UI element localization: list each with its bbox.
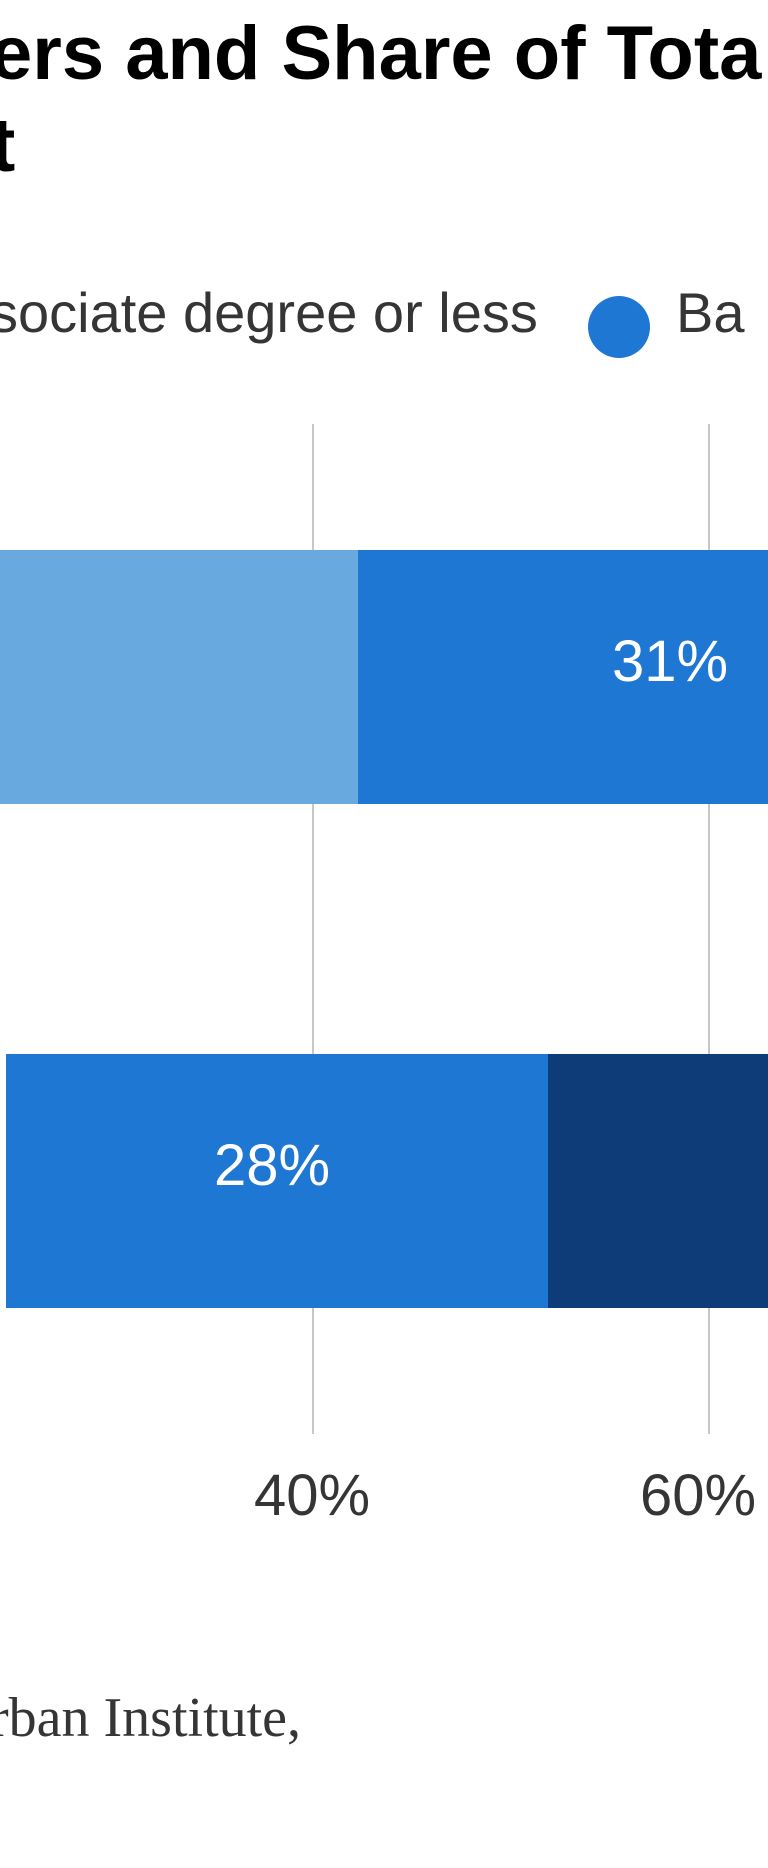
bar-row2-seg2 [548,1054,768,1308]
chart-viewport: ers and Share of Tota t sociate degree o… [0,0,768,1868]
legend-item-2-dot [588,296,650,358]
legend-item-1-label: sociate degree or less [0,280,538,345]
bar-row2-label: 28% [214,1132,330,1199]
chart-title-line2: t [0,102,15,189]
legend-item-2-label: Ba [676,280,745,345]
xaxis-tick-40: 40% [254,1462,370,1529]
bar-row1-label: 31% [612,628,728,695]
xaxis-tick-60: 60% [640,1462,756,1529]
bar-row1-seg1 [0,550,358,804]
chart-source: rban Institute, [0,1686,301,1750]
chart-title-line1: ers and Share of Tota [0,10,761,97]
